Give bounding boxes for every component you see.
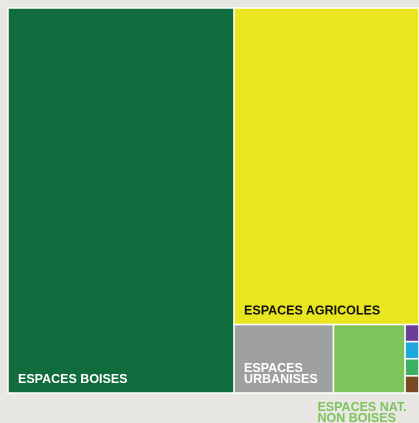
treemap-cell (332, 323, 406, 394)
cell-label: URBANISES (244, 372, 318, 386)
cell-label: ESPACES BOISES (18, 372, 128, 386)
cell-label: NON BOISES (317, 411, 396, 423)
treemap-cell (404, 358, 419, 377)
treemap-cell (7, 7, 235, 394)
treemap-cell (404, 375, 419, 394)
treemap-cell (233, 7, 419, 326)
cell-label: ESPACES AGRICOLES (244, 304, 380, 318)
treemap-cell (404, 340, 419, 360)
treemap-cell (233, 323, 335, 394)
treemap-cell (404, 323, 419, 343)
cell-label: ESPACES (244, 361, 303, 375)
cell-label: ESPACES NAT. (317, 400, 406, 414)
